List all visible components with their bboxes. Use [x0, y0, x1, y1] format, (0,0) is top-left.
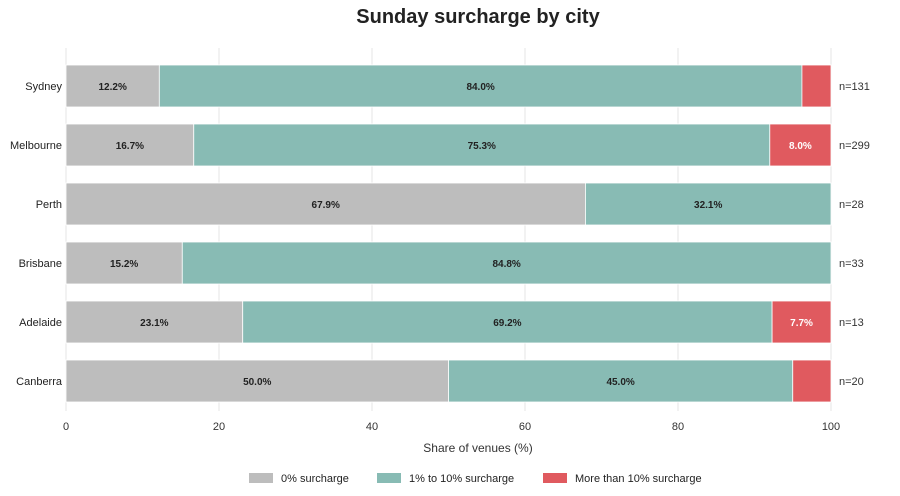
data-label: 32.1%	[694, 200, 722, 211]
bar-segment-brisbane-series-0	[65, 241, 183, 285]
x-axis-ticks: 0 20 40 60 80 100	[63, 421, 840, 433]
legend-swatch	[249, 473, 273, 483]
data-label: 69.2%	[493, 318, 521, 329]
x-axis-label: Share of venues (%)	[423, 441, 532, 455]
data-label: 75.3%	[468, 141, 496, 152]
bar-segment-adelaide-series-0	[65, 300, 244, 344]
data-label: 84.0%	[466, 82, 494, 93]
bars: 12.2% 84.0% 16.7% 75.3% 8.0% 67.9% 32.1% 15.2% 8…	[65, 64, 832, 403]
sample-size-label: n=20	[839, 376, 864, 388]
data-label: 16.7%	[116, 141, 144, 152]
sample-size-labels: n=131 n=299 n=28 n=33 n=13 n=20	[839, 81, 870, 388]
data-label: 15.2%	[110, 259, 138, 270]
category-label: Brisbane	[19, 258, 62, 270]
legend-swatch	[377, 473, 401, 483]
grid	[65, 48, 832, 411]
chart-title: Sunday surcharge by city	[356, 6, 600, 28]
sample-size-label: n=13	[839, 317, 864, 329]
data-label: 45.0%	[606, 377, 634, 388]
bar-segment-perth-series-1	[585, 182, 832, 226]
legend-label: 0% surcharge	[281, 473, 349, 485]
data-label: 84.8%	[492, 259, 520, 270]
bar-segment-sydney-series-2	[801, 64, 832, 108]
x-tick-label: 60	[519, 421, 531, 433]
x-tick-label: 40	[366, 421, 378, 433]
category-label: Perth	[36, 199, 62, 211]
x-tick-label: 20	[213, 421, 225, 433]
data-label: 67.9%	[312, 200, 340, 211]
bar-segment-adelaide-series-2	[771, 300, 832, 344]
legend: 0% surcharge 1% to 10% surcharge More than…	[249, 473, 702, 485]
x-tick-label: 100	[822, 421, 840, 433]
category-label: Canberra	[16, 376, 63, 388]
category-label: Melbourne	[10, 140, 62, 152]
category-labels: Sydney Melbourne Perth Brisbane Adelaide Canb…	[10, 81, 63, 388]
data-label: 8.0%	[789, 141, 812, 152]
data-label: 7.7%	[790, 318, 813, 329]
bar-segment-canberra-series-0	[65, 359, 449, 403]
sample-size-label: n=33	[839, 258, 864, 270]
legend-label: 1% to 10% surcharge	[409, 473, 514, 485]
sample-size-label: n=299	[839, 140, 870, 152]
bar-segment-adelaide-series-1	[242, 300, 773, 344]
bar-segment-sydney-series-0	[65, 64, 160, 108]
bar-segment-perth-series-0	[65, 182, 586, 226]
category-label: Sydney	[25, 81, 62, 93]
bar-segment-melbourne-series-1	[193, 123, 771, 167]
legend-label: More than 10% surcharge	[575, 473, 702, 485]
x-tick-label: 80	[672, 421, 684, 433]
bar-segment-canberra-series-1	[448, 359, 794, 403]
data-label: 23.1%	[140, 318, 168, 329]
legend-swatch	[543, 473, 567, 483]
category-label: Adelaide	[19, 317, 62, 329]
sample-size-label: n=131	[839, 81, 870, 93]
data-label: 12.2%	[98, 82, 126, 93]
bar-segment-brisbane-series-1	[181, 241, 832, 285]
bar-segment-canberra-series-2	[792, 359, 832, 403]
x-tick-label: 0	[63, 421, 69, 433]
sample-size-label: n=28	[839, 199, 864, 211]
data-label: 50.0%	[243, 377, 271, 388]
bar-segment-melbourne-series-2	[769, 123, 832, 167]
